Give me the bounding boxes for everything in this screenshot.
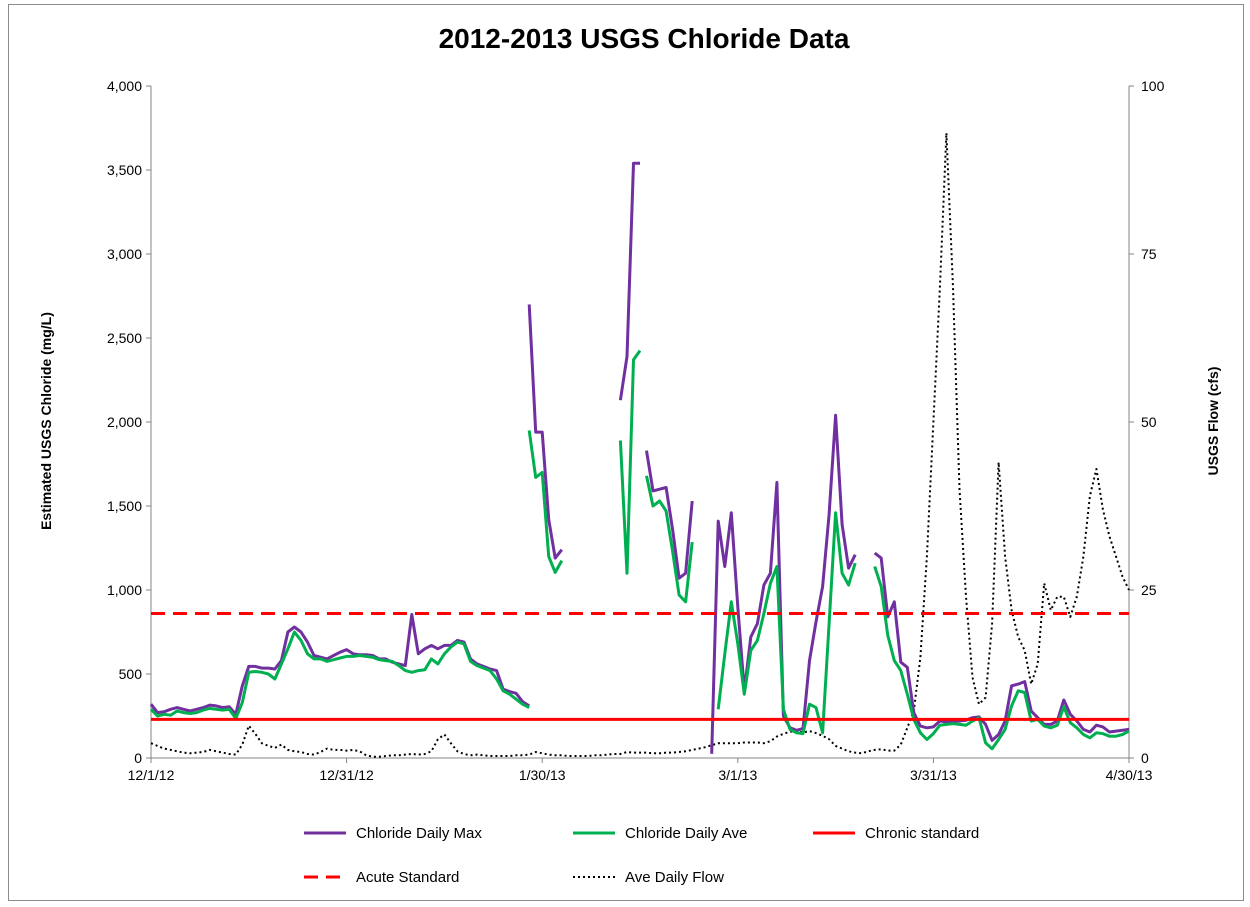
- legend-item: Chloride Daily Ave: [573, 825, 747, 842]
- legend-item: Ave Daily Flow: [573, 869, 724, 886]
- y2-tick-label: 50: [1141, 414, 1157, 430]
- legend-label: Chloride Daily Max: [356, 825, 482, 842]
- y-tick-label: 1,500: [107, 498, 142, 514]
- series-line: [873, 566, 1130, 751]
- series-chloride-daily-ave: [149, 349, 1130, 751]
- series-chloride-daily-max: [149, 161, 1130, 754]
- series-line: [527, 304, 563, 560]
- y-tick-label: 0: [134, 750, 142, 766]
- x-tick-label: 12/31/12: [319, 767, 374, 783]
- y-tick-label: 2,000: [107, 414, 142, 430]
- legend-item: Chronic standard: [813, 825, 979, 842]
- x-tick-label: 3/1/13: [718, 767, 757, 783]
- legend-item: Acute Standard: [304, 869, 459, 886]
- x-tick-label: 12/1/12: [128, 767, 175, 783]
- series-line: [645, 475, 694, 604]
- series-line: [618, 349, 642, 575]
- series-ave-daily-flow: [150, 132, 1130, 758]
- legend-item: Chloride Daily Max: [304, 825, 482, 842]
- y-tick-label: 3,000: [107, 246, 142, 262]
- series-line: [645, 450, 694, 580]
- series-line: [527, 430, 564, 574]
- y-axis-label: Estimated USGS Chloride (mg/L): [38, 312, 54, 530]
- series-line: [150, 132, 1130, 758]
- series-line: [710, 413, 857, 754]
- x-tick-label: 4/30/13: [1106, 767, 1153, 783]
- legend-label: Acute Standard: [356, 869, 459, 886]
- legend-label: Ave Daily Flow: [625, 869, 724, 886]
- y-tick-label: 4,000: [107, 78, 142, 94]
- y2-tick-label: 0: [1141, 750, 1149, 766]
- series-line: [149, 630, 530, 720]
- plot-area: [149, 132, 1130, 758]
- chart-title: 2012-2013 USGS Chloride Data: [439, 23, 850, 54]
- y2-tick-label: 100: [1141, 78, 1165, 94]
- legend: Chloride Daily Max Chloride Daily Ave Chro…: [304, 825, 979, 886]
- legend-label: Chloride Daily Ave: [625, 825, 747, 842]
- series-line: [618, 161, 640, 401]
- y-tick-label: 1,000: [107, 582, 142, 598]
- axes: 0 500 1,000 1,500 2,000 2,500 3,000 3,500 4,000 0…: [107, 78, 1165, 783]
- y-tick-label: 2,500: [107, 330, 142, 346]
- y-tick-label: 500: [119, 666, 143, 682]
- y-tick-label: 3,500: [107, 162, 142, 178]
- chart-frame: [8, 4, 1244, 901]
- y2-tick-label: 25: [1141, 582, 1157, 598]
- y2-axis-label: USGS Flow (cfs): [1205, 367, 1221, 476]
- y2-tick-label: 75: [1141, 246, 1157, 262]
- x-tick-label: 3/31/13: [910, 767, 957, 783]
- x-tick-label: 1/30/13: [519, 767, 566, 783]
- legend-label: Chronic standard: [865, 825, 979, 842]
